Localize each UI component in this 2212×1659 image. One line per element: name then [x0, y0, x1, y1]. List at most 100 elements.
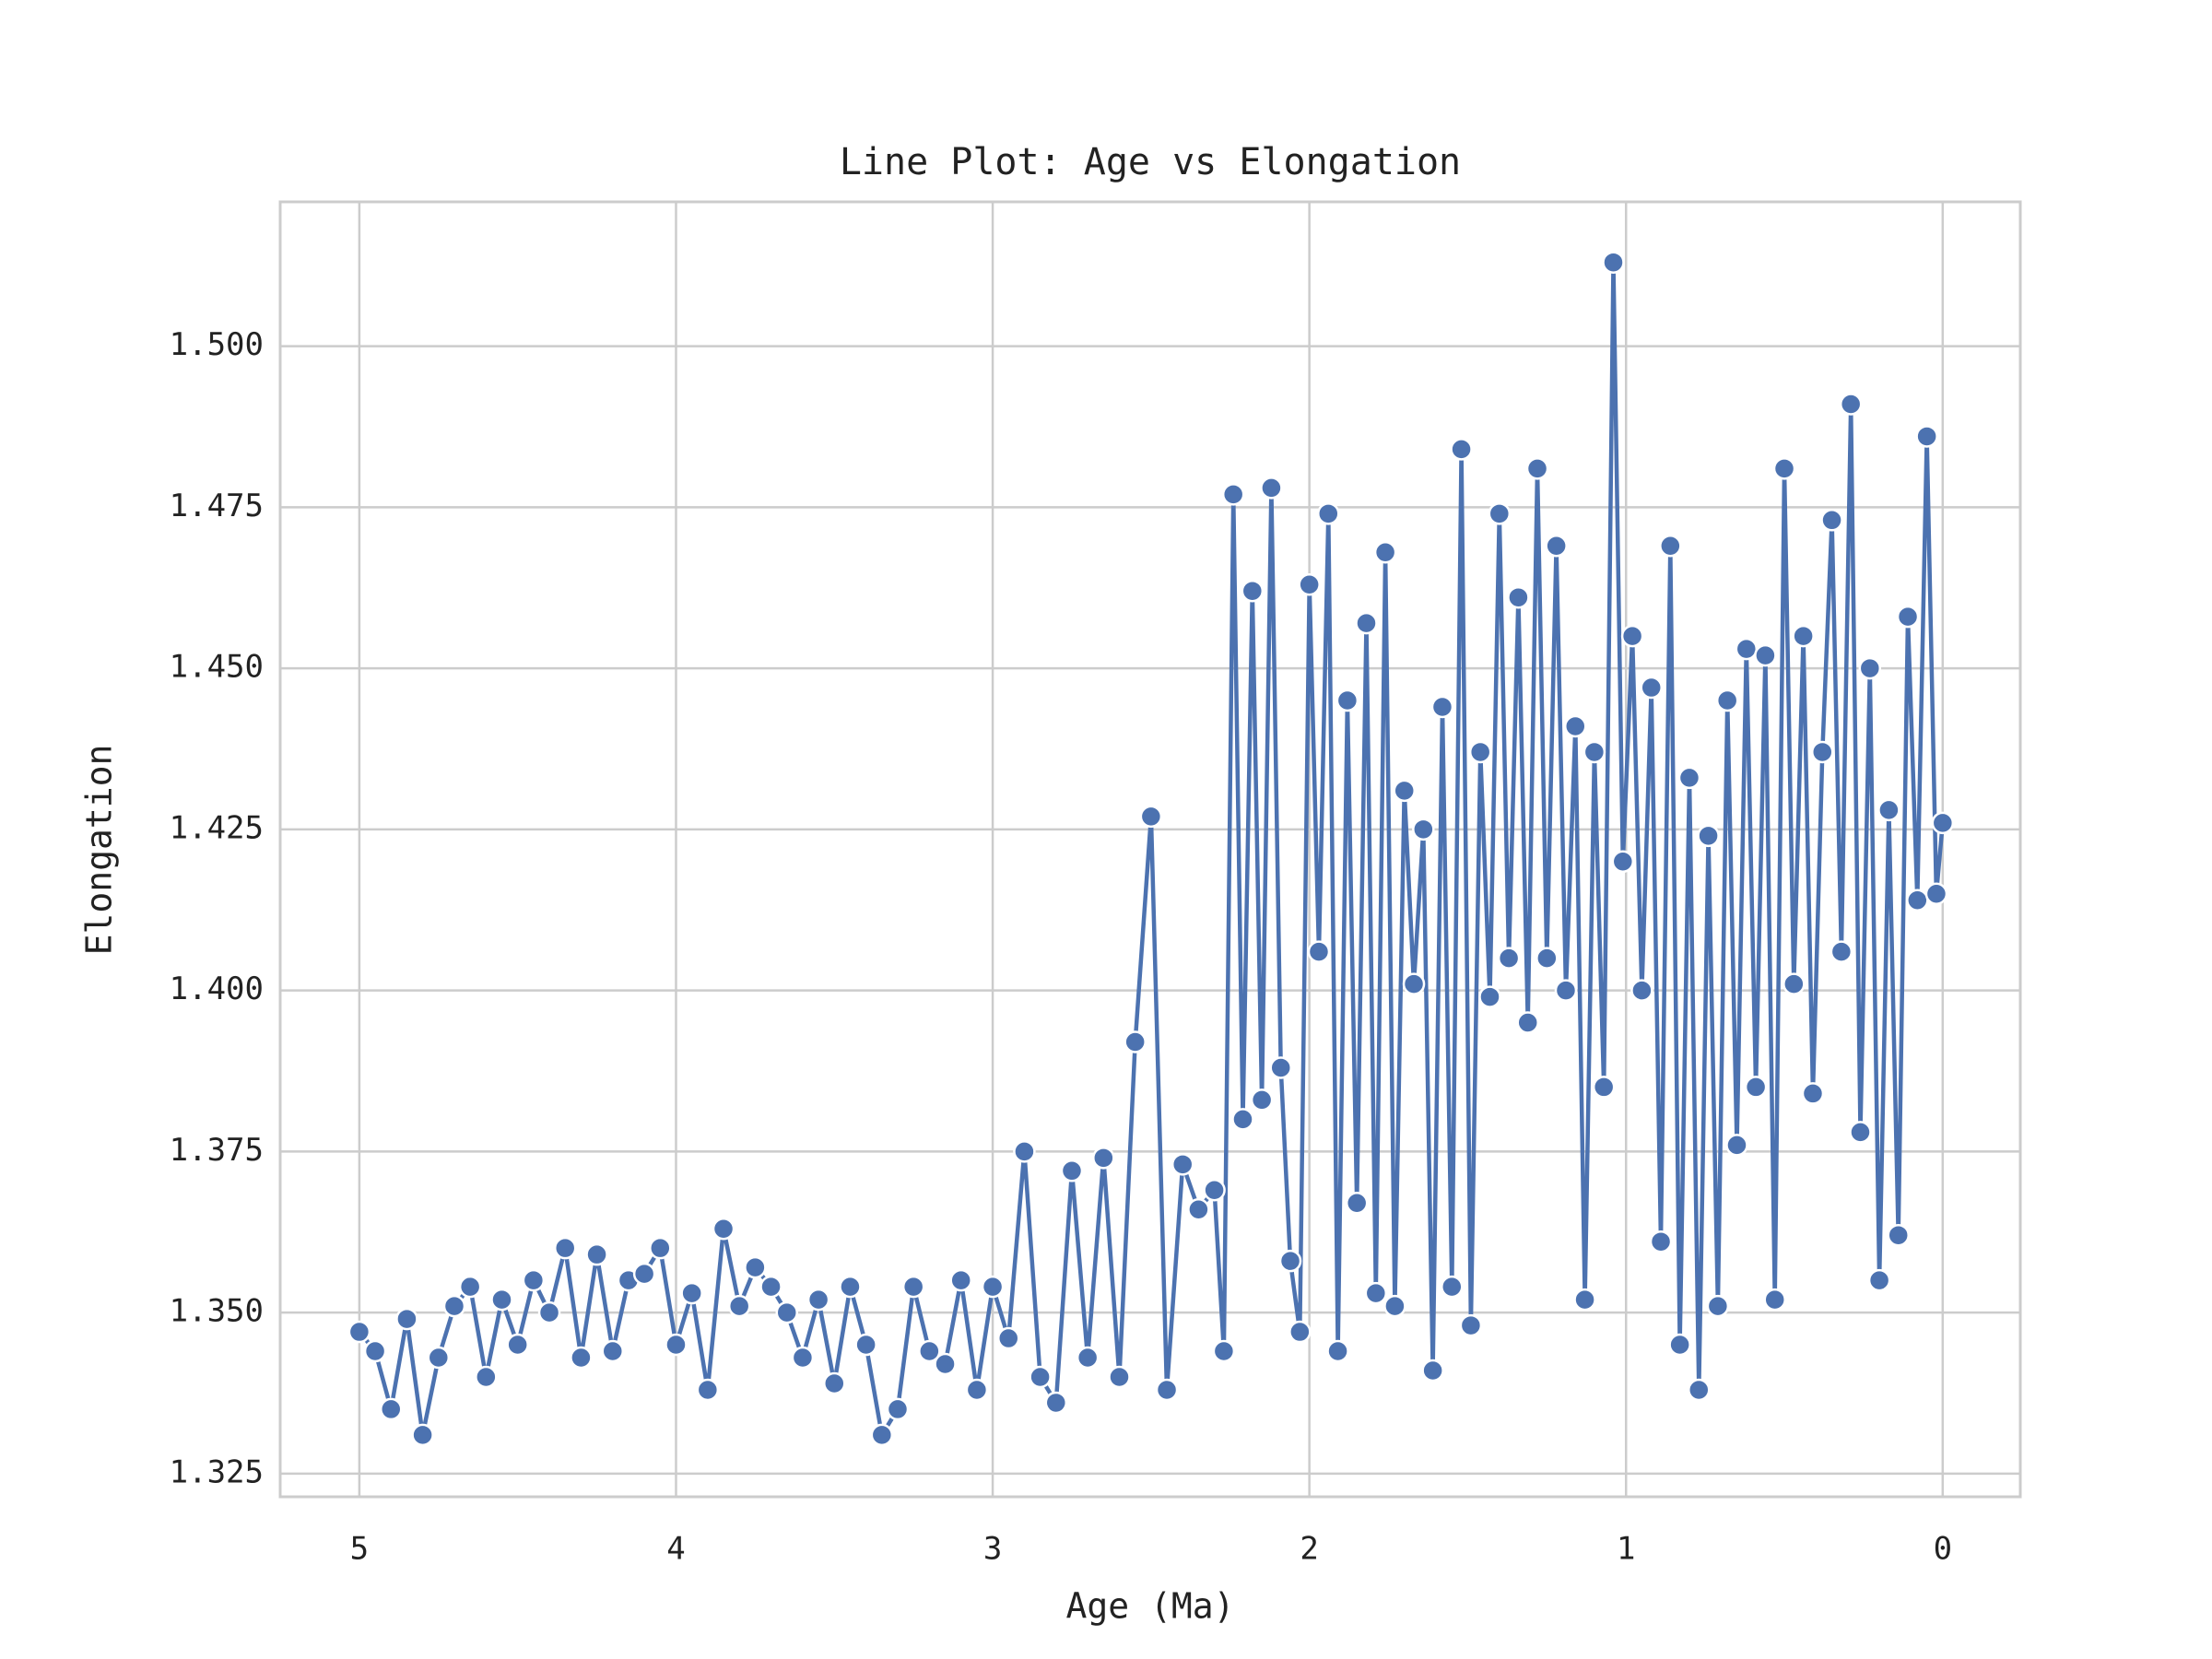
data-point	[427, 1346, 451, 1370]
data-point	[1849, 1121, 1872, 1144]
data-point	[1335, 688, 1359, 712]
x-axis-label: Age (Ma)	[1065, 1586, 1234, 1627]
data-point	[1478, 985, 1501, 1008]
data-point	[965, 1378, 989, 1402]
data-point	[1044, 1391, 1068, 1415]
data-point	[1326, 1339, 1349, 1363]
data-point	[458, 1275, 482, 1299]
data-point	[823, 1371, 846, 1395]
data-point	[981, 1275, 1005, 1299]
data-point	[1858, 656, 1882, 680]
data-point	[1345, 1192, 1369, 1215]
data-point	[1468, 740, 1492, 764]
data-point	[1877, 798, 1900, 822]
data-point	[744, 1255, 767, 1279]
data-point	[1649, 1230, 1673, 1253]
x-tick-label: 4	[666, 1531, 685, 1568]
y-tick-label: 1.325	[170, 1453, 264, 1490]
data-point	[839, 1275, 862, 1299]
data-point	[1278, 1249, 1302, 1273]
data-point	[553, 1236, 577, 1260]
y-axis-label: Elongation	[79, 745, 120, 956]
data-point	[1203, 1179, 1226, 1202]
y-tick-label: 1.475	[170, 488, 264, 524]
data-point	[1620, 624, 1644, 648]
x-tick-label: 5	[350, 1531, 369, 1568]
data-point	[886, 1397, 910, 1421]
data-point	[1355, 611, 1378, 635]
data-point	[1516, 1011, 1539, 1034]
data-point	[1260, 477, 1283, 500]
data-point	[680, 1281, 703, 1305]
data-point	[1060, 1159, 1084, 1182]
y-tick-label: 1.425	[170, 809, 264, 846]
data-point	[1288, 1320, 1312, 1344]
data-point	[601, 1339, 625, 1363]
data-point	[1783, 972, 1806, 995]
data-point	[1839, 393, 1863, 416]
data-point	[1602, 251, 1625, 274]
data-point	[1564, 714, 1587, 738]
data-point	[1744, 1076, 1768, 1099]
data-point	[1830, 940, 1853, 963]
data-point	[806, 1288, 830, 1312]
x-tick-label: 2	[1300, 1531, 1318, 1568]
data-point	[1250, 1088, 1274, 1112]
data-point	[347, 1320, 371, 1344]
data-point	[1221, 483, 1245, 506]
y-tick-label: 1.350	[170, 1293, 264, 1330]
data-point	[1412, 818, 1435, 841]
data-point	[949, 1268, 972, 1292]
data-point	[585, 1242, 608, 1266]
data-point	[1763, 1288, 1786, 1312]
data-point	[1124, 1030, 1147, 1053]
data-point	[1915, 425, 1938, 448]
data-point	[1317, 502, 1340, 525]
data-point	[522, 1268, 546, 1292]
data-point	[759, 1275, 782, 1299]
data-point	[1811, 740, 1834, 764]
data-point	[1931, 811, 1955, 835]
data-point	[934, 1352, 957, 1376]
data-point	[1155, 1378, 1179, 1402]
data-point	[727, 1294, 751, 1318]
data-point	[1013, 1140, 1036, 1163]
data-point	[1697, 824, 1720, 848]
data-point	[1725, 1134, 1748, 1157]
data-point	[1307, 940, 1331, 963]
data-point	[1820, 509, 1843, 532]
data-point	[1706, 1294, 1730, 1318]
data-point	[1545, 535, 1568, 558]
data-point	[1583, 740, 1606, 764]
data-point	[1421, 1359, 1444, 1382]
data-point	[1887, 1223, 1910, 1247]
data-point	[1592, 1076, 1616, 1099]
data-point	[1554, 979, 1578, 1002]
data-point	[649, 1236, 672, 1260]
data-point	[1029, 1365, 1052, 1389]
x-tick-label: 1	[1617, 1531, 1635, 1568]
data-point	[1906, 888, 1929, 912]
data-point	[1715, 688, 1739, 712]
data-point	[1076, 1346, 1100, 1370]
data-point	[570, 1346, 593, 1370]
data-point	[1896, 605, 1920, 629]
data-point	[1393, 779, 1416, 803]
data-point	[1364, 1281, 1388, 1305]
data-point	[1535, 947, 1559, 970]
data-point	[1630, 979, 1653, 1002]
data-point	[1688, 1378, 1711, 1402]
data-point	[1402, 972, 1426, 995]
data-point	[1459, 1313, 1483, 1337]
data-point	[870, 1423, 894, 1447]
y-tick-label: 1.400	[170, 971, 264, 1007]
data-point	[632, 1262, 656, 1286]
data-point	[1801, 1082, 1825, 1105]
y-tick-label: 1.375	[170, 1132, 264, 1169]
data-point	[1677, 766, 1701, 790]
data-point	[1139, 805, 1163, 829]
data-point	[1735, 637, 1759, 661]
data-point	[1867, 1268, 1891, 1292]
data-point	[1373, 541, 1397, 564]
